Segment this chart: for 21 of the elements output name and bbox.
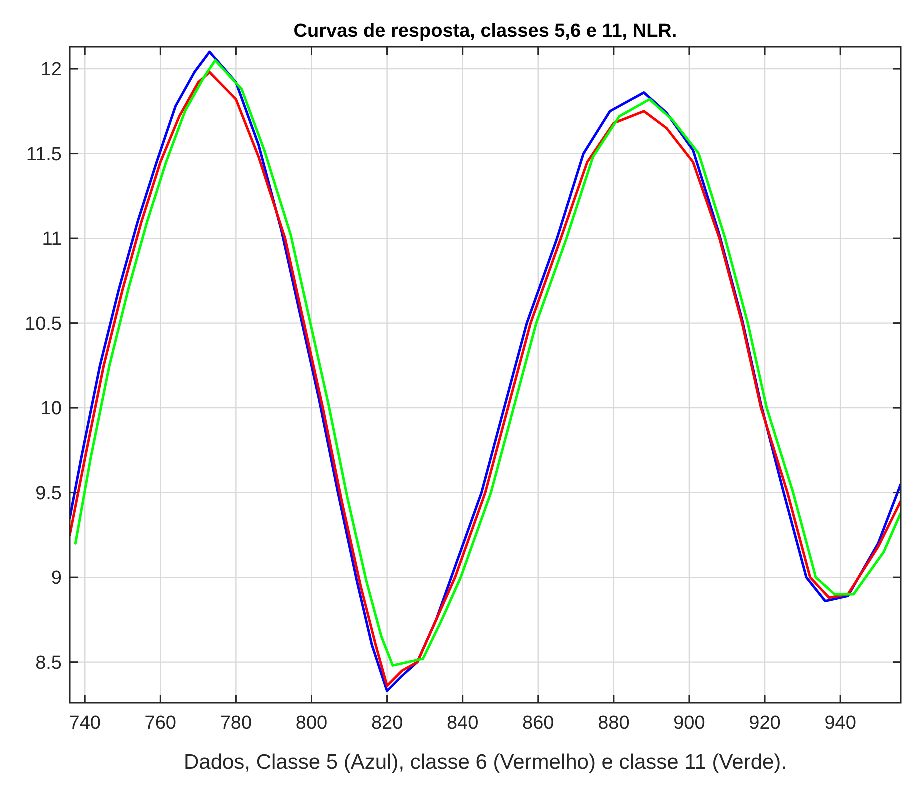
y-tick-label: 11 [42, 229, 62, 250]
x-tick-label: 940 [824, 713, 856, 734]
y-tick-label: 12 [40, 60, 62, 81]
y-tick-label: 9 [51, 568, 62, 590]
x-tick-label: 900 [674, 713, 706, 734]
x-tick-label: 740 [69, 713, 101, 734]
x-tick-label: 820 [371, 713, 404, 734]
chart-title: Curvas de resposta, classes 5,6 e 11, NLR. [294, 21, 678, 42]
x-tick-label: 800 [296, 713, 328, 734]
x-axis-title: Dados, Classe 5 (Azul), classe 6 (Vermelho) e classe 11 (Verde). [184, 751, 788, 774]
y-tick-label: 9.5 [36, 483, 62, 504]
y-tick-label: 10 [40, 398, 62, 420]
x-tick-label: 780 [220, 713, 252, 734]
y-tick-label: 11.5 [26, 144, 62, 166]
y-tick-label: 8.5 [36, 652, 62, 674]
x-tick-label: 760 [144, 713, 177, 734]
x-tick-label: 880 [598, 713, 630, 734]
x-tick-label: 840 [446, 713, 479, 734]
x-tick-label: 920 [749, 713, 781, 734]
y-tick-label: 10.5 [25, 314, 62, 335]
x-tick-label: 860 [522, 713, 554, 734]
